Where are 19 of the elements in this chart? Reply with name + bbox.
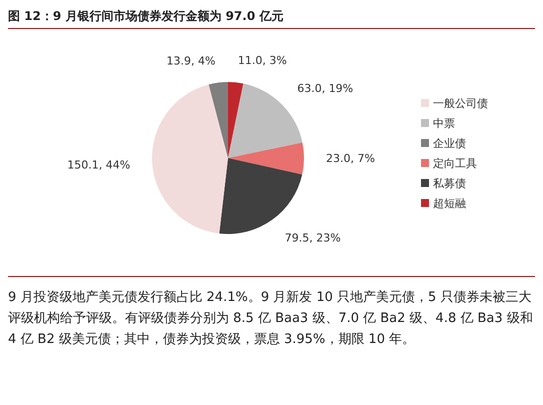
pie-slice [228, 82, 244, 158]
data-label: 150.1, 44% [67, 158, 130, 172]
chart-title: 图 12：9 月银行间市场债券发行金额为 97.0 亿元 [8, 8, 535, 29]
data-label: 63.0, 19% [297, 82, 354, 96]
legend-label: 中票 [433, 116, 455, 130]
legend-label: 定向工具 [433, 156, 477, 170]
data-label: 79.5, 23% [284, 231, 341, 244]
text: 9 月投资级地产美元债发行额占比 24.1%。9 月新发 10 只地产美元债，5 只债券未被三大评级机构给予评级。有评级债券分别为 8.5 亿 Baa3 级、7.0 亿 Ba2 级、4.8 亿 Ba3 级和 4 亿 B2 级美元债；其中，债券为投资级，票息 3.95%，期限 10 年。 [8, 289, 534, 349]
legend-label: 超短融 [433, 196, 466, 210]
legend-label: 私募债 [433, 176, 466, 190]
pie-slice [152, 84, 228, 234]
pie-slice [228, 142, 304, 175]
legend-label: 一般公司债 [433, 96, 488, 110]
pie-slice [219, 158, 302, 234]
data-label: 13.9, 4% [166, 54, 216, 68]
pie-slice [208, 82, 228, 158]
data-label: 11.0, 3% [238, 54, 287, 68]
data-label: 23.0, 7% [326, 152, 375, 166]
legend-label: 企业债 [433, 136, 466, 150]
